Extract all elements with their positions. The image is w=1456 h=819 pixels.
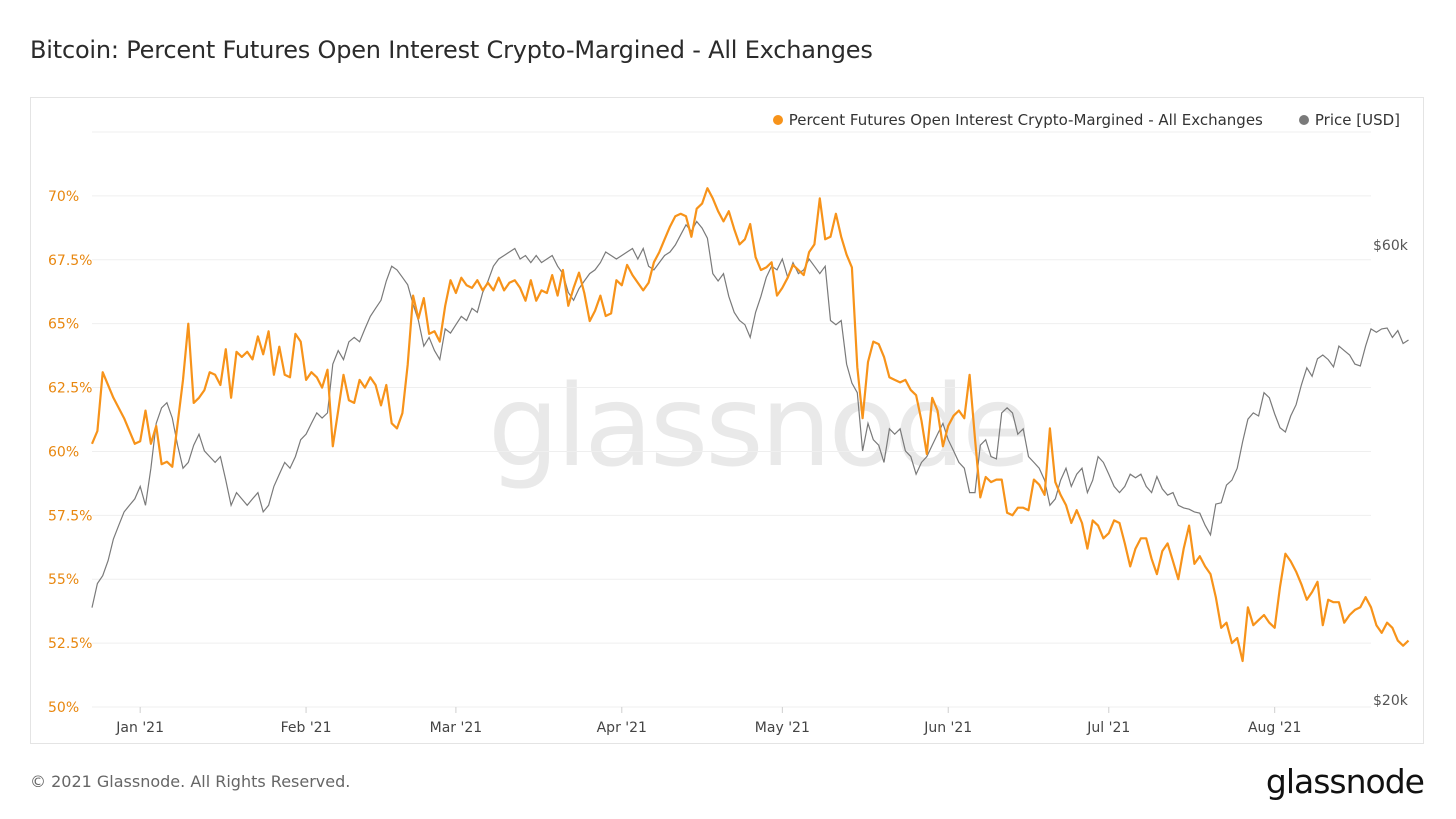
footer-copyright: © 2021 Glassnode. All Rights Reserved.	[30, 772, 351, 791]
x-tick-label: Mar '21	[430, 720, 483, 736]
left-tick-label: 60%	[48, 444, 79, 460]
left-tick-label: 65%	[48, 317, 79, 333]
left-axis: 50% 52.5% 55% 57.5% 60% 62.5% 65% 67.5% 70%	[48, 189, 92, 716]
x-tick-label: Aug '21	[1248, 720, 1301, 736]
left-tick-label: 52.5%	[48, 636, 92, 652]
chart-title: Bitcoin: Percent Futures Open Interest C…	[30, 36, 873, 64]
left-tick-label: 70%	[48, 189, 79, 205]
left-tick-label: 67.5%	[48, 253, 92, 269]
right-tick-label: $60k	[1373, 238, 1409, 254]
legend-label-price: Price [USD]	[1314, 111, 1400, 129]
series-lines	[90, 187, 1410, 663]
left-tick-label: 62.5%	[48, 381, 92, 397]
series-line-percent	[90, 187, 1410, 663]
legend: Percent Futures Open Interest Crypto-Mar…	[772, 111, 1400, 129]
right-axis: $20k $60k	[1373, 238, 1409, 709]
x-tick-label: Feb '21	[281, 720, 332, 736]
x-tick-label: Jul '21	[1086, 720, 1130, 736]
x-axis: Jan '21 Feb '21 Mar '21 Apr '21 May '21 Jun '…	[115, 707, 1301, 736]
legend-dot-percent	[772, 115, 783, 125]
x-tick-label: Jun '21	[923, 720, 972, 736]
left-tick-label: 50%	[48, 700, 79, 716]
left-tick-label: 55%	[48, 572, 79, 588]
x-tick-label: Jan '21	[115, 720, 164, 736]
chart-panel	[30, 97, 1424, 744]
legend-item-percent[interactable]: Percent Futures Open Interest Crypto-Mar…	[772, 111, 1263, 129]
right-tick-label: $20k	[1373, 693, 1409, 709]
x-tick-label: May '21	[755, 720, 810, 736]
legend-dot-price	[1298, 115, 1309, 125]
grid-lines	[92, 131, 1371, 708]
x-tick-label: Apr '21	[597, 720, 647, 736]
legend-label-percent: Percent Futures Open Interest Crypto-Mar…	[788, 111, 1263, 129]
left-tick-label: 57.5%	[48, 508, 92, 524]
series-line-price	[91, 220, 1409, 608]
legend-item-price[interactable]: Price [USD]	[1298, 111, 1400, 129]
footer-logo[interactable]: glassnode	[1265, 762, 1425, 801]
